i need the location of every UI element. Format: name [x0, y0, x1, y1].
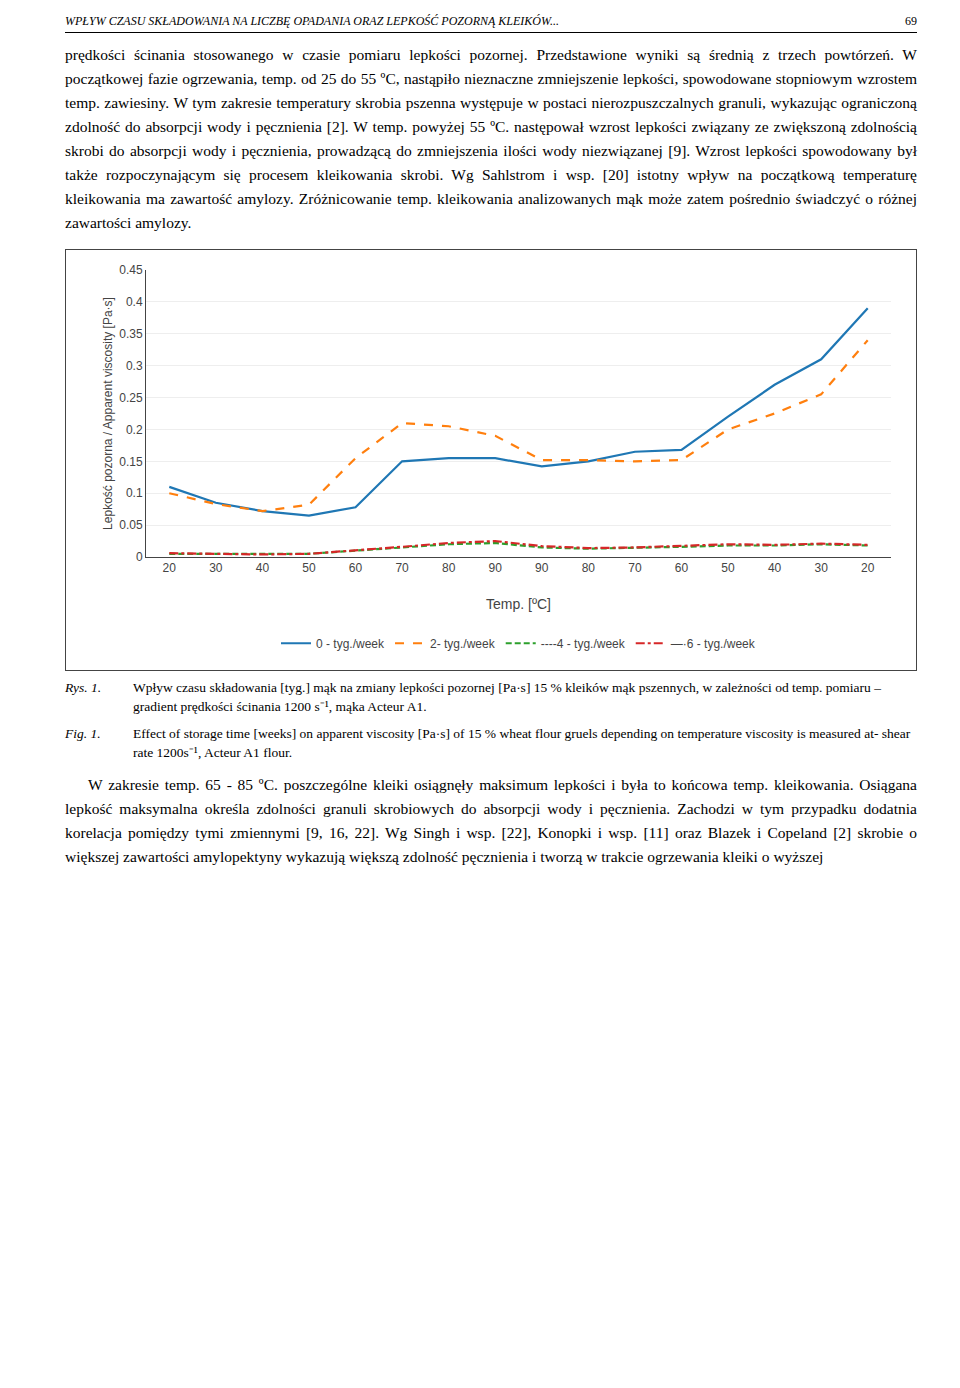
html-text:Fig. 1.: Fig. 1.: [65, 725, 101, 741]
svg-text:30: 30: [814, 562, 828, 576]
svg-text:40: 40: [256, 562, 270, 576]
svg-text:70: 70: [395, 562, 409, 576]
svg-text:40: 40: [768, 562, 782, 576]
html-text:prędkości ścinania stosowanego: prędkości ścinania stosowanego w czasie …: [65, 46, 917, 232]
svg-text:90: 90: [489, 562, 503, 576]
html-text:WPŁYW CZASU SKŁADOWANIA NA LIC: WPŁYW CZASU SKŁADOWANIA NA LICZBĘ OPADAN…: [65, 14, 559, 28]
svg-text:60: 60: [675, 562, 689, 576]
html-text:69: 69: [905, 14, 917, 28]
html-text:W zakresie temp. 65 - 85 ºC. p: W zakresie temp. 65 - 85 ºC. poszczególn…: [65, 775, 921, 865]
svg-text:30: 30: [209, 562, 223, 576]
svg-text:0.3: 0.3: [126, 359, 143, 373]
svg-text:60: 60: [349, 562, 363, 576]
svg-text:0.45: 0.45: [119, 263, 143, 277]
svg-text:2- tyg./week: 2- tyg./week: [430, 637, 496, 651]
svg-text:0.15: 0.15: [119, 455, 143, 469]
svg-text:0.4: 0.4: [126, 295, 143, 309]
svg-text:0: 0: [136, 550, 143, 564]
svg-text:20: 20: [861, 562, 875, 576]
svg-text:—·6 - tyg./week: —·6 - tyg./week: [671, 637, 756, 651]
svg-text:50: 50: [302, 562, 316, 576]
svg-text:0.1: 0.1: [126, 487, 143, 501]
html-text:Effect of storage time [weeks]: Effect of storage time [weeks] on appare…: [133, 725, 911, 760]
svg-text:20: 20: [163, 562, 177, 576]
svg-text:Temp. [ºC]: Temp. [ºC]: [486, 596, 551, 612]
svg-text:80: 80: [582, 562, 596, 576]
svg-text:0.2: 0.2: [126, 423, 143, 437]
svg-text:50: 50: [721, 562, 735, 576]
svg-text:90: 90: [535, 562, 549, 576]
svg-text:70: 70: [628, 562, 642, 576]
svg-text:0.05: 0.05: [119, 518, 143, 532]
html-text:Wpływ czasu składowania [tyg.]: Wpływ czasu składowania [tyg.] mąk na zm…: [133, 680, 881, 714]
svg-text:0 - tyg./week: 0 - tyg./week: [316, 637, 385, 651]
html-text:Rys. 1.: Rys. 1.: [65, 680, 102, 696]
svg-text:0.25: 0.25: [119, 391, 143, 405]
svg-text:----4 - tyg./week: ----4 - tyg./week: [541, 637, 626, 651]
svg-text:80: 80: [442, 562, 456, 576]
svg-text:0.35: 0.35: [119, 327, 143, 341]
svg-text:Lepkość pozorna / Apparent vis: Lepkość pozorna / Apparent viscosity [Pa…: [101, 297, 115, 530]
